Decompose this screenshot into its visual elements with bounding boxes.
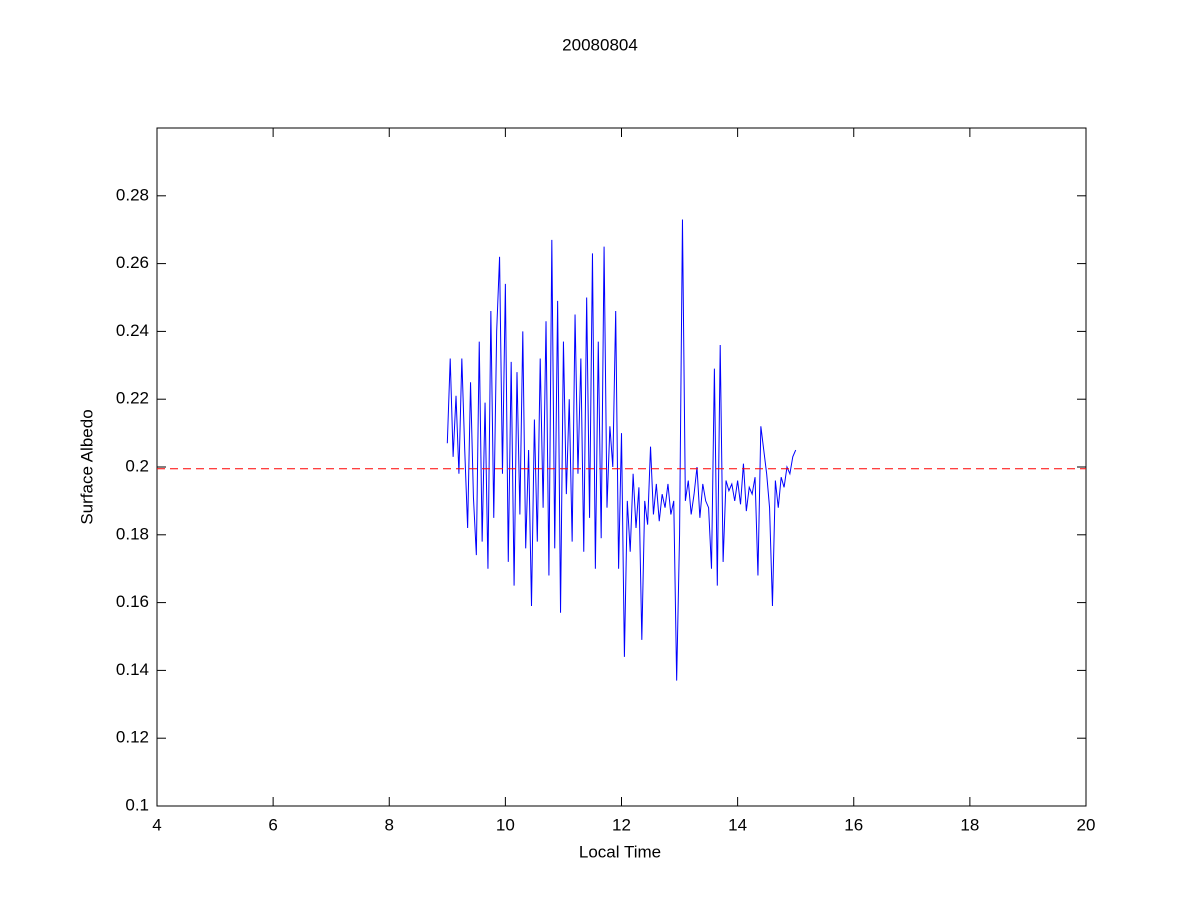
y-tick-label: 0.2 [125,456,149,475]
data-line [446,219,797,681]
y-tick-label: 0.24 [116,321,149,340]
y-tick-label: 0.28 [116,185,149,204]
x-tick-label: 20 [1077,815,1096,834]
x-tick-label: 12 [612,815,631,834]
x-tick-label: 18 [960,815,979,834]
y-tick-label: 0.1 [125,795,149,814]
y-tick-label: 0.26 [116,253,149,272]
x-tick-label: 6 [268,815,277,834]
x-tick-label: 16 [844,815,863,834]
y-tick-label: 0.18 [116,524,149,543]
chart-title: 20080804 [562,35,638,54]
x-tick-label: 14 [728,815,747,834]
x-axis-label: Local Time [579,842,661,861]
y-tick-label: 0.12 [116,728,149,747]
x-tick-label: 10 [496,815,515,834]
y-tick-label: 0.22 [116,389,149,408]
x-tick-label: 8 [385,815,394,834]
y-tick-label: 0.16 [116,592,149,611]
y-tick-label: 0.14 [116,660,149,679]
y-axis-label: Surface Albedo [77,409,96,524]
x-tick-label: 4 [152,815,161,834]
